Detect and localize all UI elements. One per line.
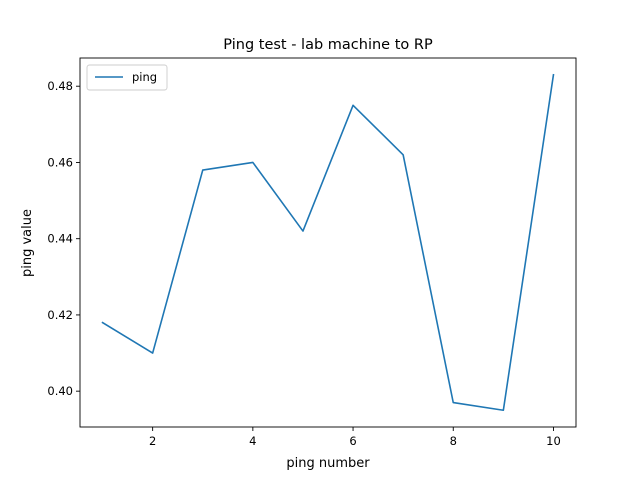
x-tick-label: 6 xyxy=(349,434,356,448)
x-tick-label: 10 xyxy=(546,434,561,448)
y-tick-label: 0.48 xyxy=(47,79,73,93)
x-tick-label: 8 xyxy=(450,434,457,448)
series-line-ping xyxy=(101,73,555,412)
y-tick-label: 0.44 xyxy=(47,232,73,246)
legend-box xyxy=(86,64,168,91)
axes-frame xyxy=(79,57,577,428)
x-axis-label: ping number xyxy=(286,456,370,471)
x-tick-label: 2 xyxy=(149,434,156,448)
chart-title: Ping test - lab machine to RP xyxy=(223,37,433,53)
y-tick-label: 0.46 xyxy=(47,155,73,169)
y-axis-label: ping value xyxy=(20,209,35,277)
x-tick-label: 4 xyxy=(249,434,256,448)
y-tick-label: 0.42 xyxy=(47,308,73,322)
plot-area: 2 4 6 8 10 0.40 0.42 0.44 0.46 0.48 ping xyxy=(47,57,577,448)
y-tick-label: 0.40 xyxy=(47,384,73,398)
legend-label: ping xyxy=(132,70,157,84)
